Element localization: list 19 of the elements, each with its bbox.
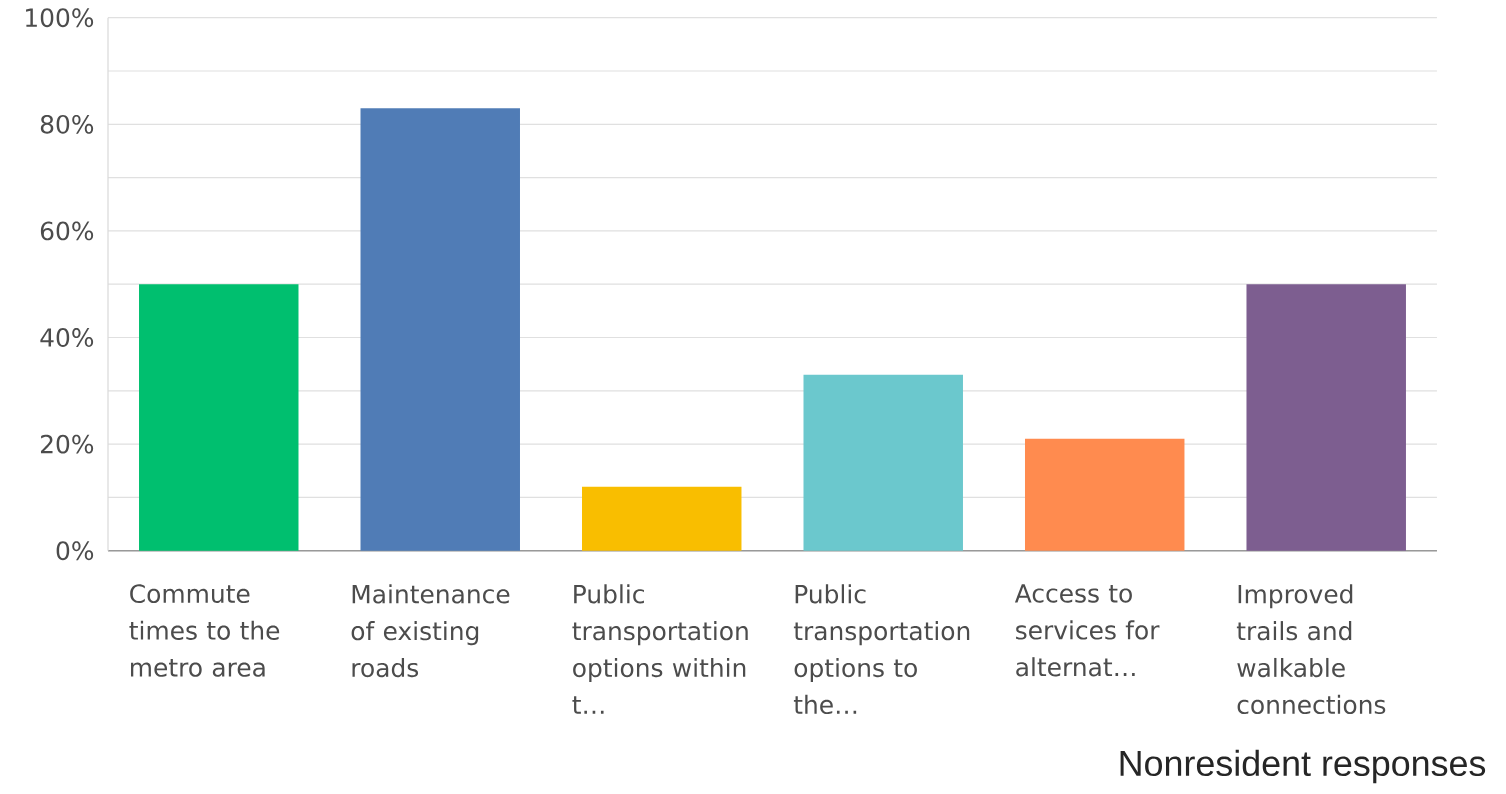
x-tick-label: Maintenance of existing roads	[351, 584, 510, 678]
bar	[1246, 284, 1406, 551]
x-tick-label: Improved trails and walkable connections	[1236, 584, 1386, 715]
bar	[139, 284, 299, 551]
y-tick-label: 20%	[40, 434, 94, 454]
y-tick-label: 60%	[40, 221, 94, 241]
x-tick-label: Public transportation options to the…	[793, 584, 970, 715]
y-tick-label: 100%	[26, 8, 94, 28]
y-tick-label: 40%	[40, 328, 94, 348]
text: Nonresident responses	[1120, 749, 1486, 784]
bar	[803, 374, 963, 551]
y-tick-label: 80%	[40, 115, 94, 134]
y-tick-label: 0%	[56, 541, 94, 561]
x-tick-label: Public transportation options within t…	[572, 584, 748, 714]
bar	[582, 486, 742, 551]
x-tick-label: Commute times to the metro area	[129, 584, 280, 677]
bar	[1024, 438, 1185, 551]
bar	[360, 108, 520, 551]
x-tick-label: Access to services for alternat…	[1014, 584, 1160, 677]
